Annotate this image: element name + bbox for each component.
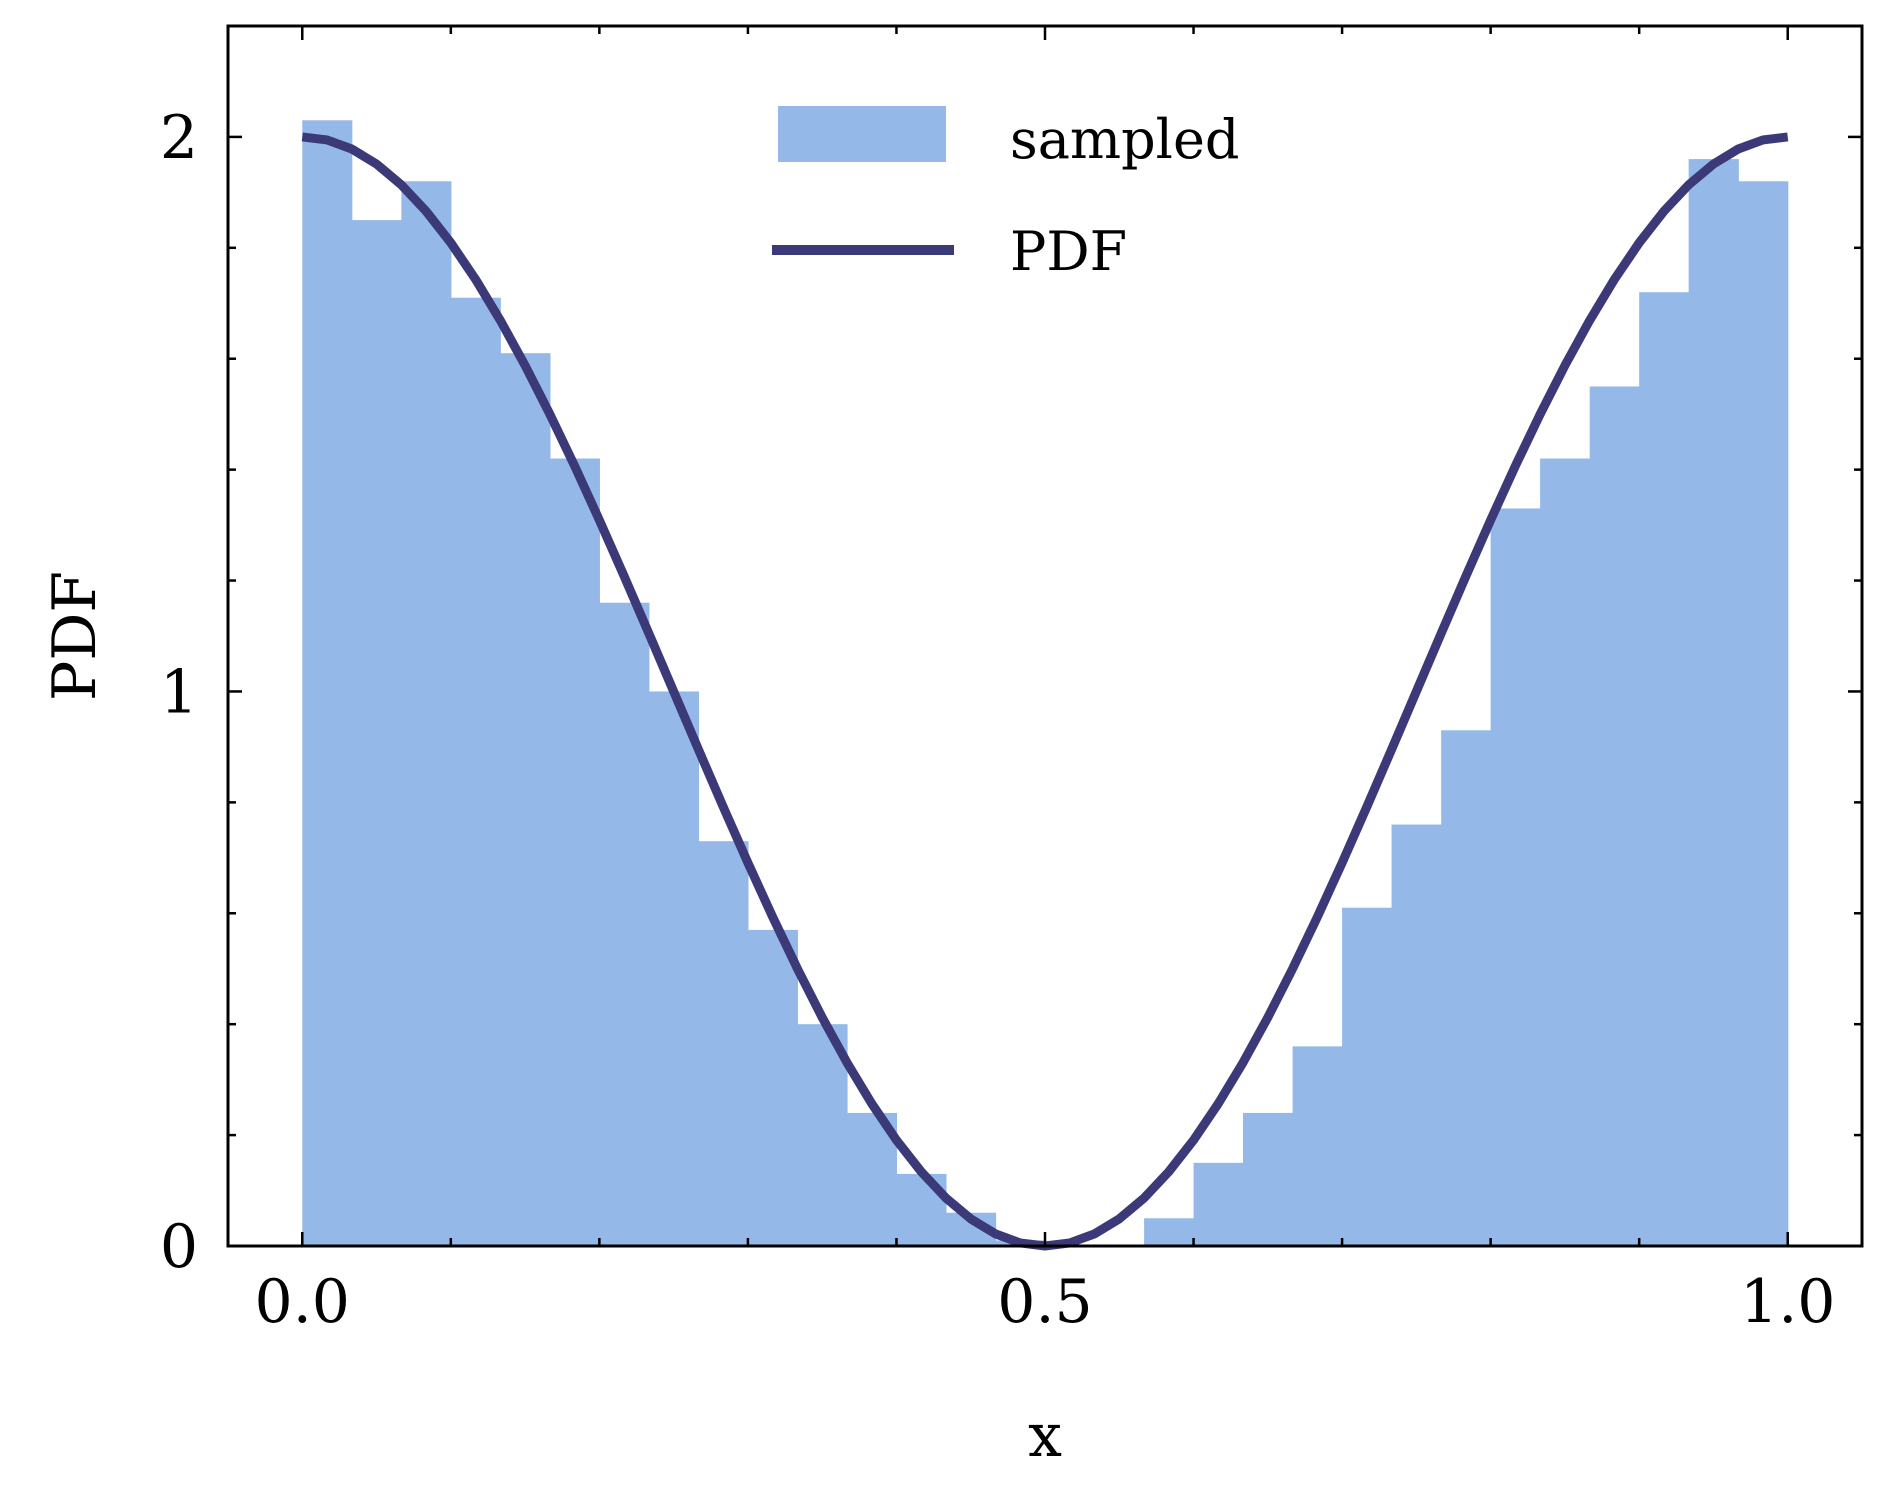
histogram-bar [401,181,452,1247]
histogram-bar [500,353,551,1246]
histogram-bar [1441,730,1492,1246]
histogram-bar [351,220,402,1246]
y-tick-label: 0 [160,1212,198,1282]
histogram-bar [1292,1046,1343,1246]
legend: sampled PDF [772,106,1239,283]
histogram-bar [302,120,353,1247]
histogram-bar [797,1024,848,1246]
legend-sampled-label: sampled [1010,108,1239,171]
tick-labels: 0.0 0.5 1.0 0 1 2 [160,103,1836,1337]
histogram-bar [698,841,749,1246]
histogram-bar [1540,458,1591,1247]
histogram-bar [1342,907,1393,1246]
histogram-bar [747,929,798,1246]
y-tick-label: 1 [160,657,198,727]
histogram-bars [302,120,1789,1247]
y-axis-label: PDF [40,571,110,701]
legend-sampled-swatch [778,106,946,162]
legend-pdf-label: PDF [1010,220,1127,283]
histogram-bar [1589,386,1640,1246]
x-axis-label: x [1028,1401,1062,1471]
histogram-bar [1243,1112,1294,1246]
histogram-bar [648,691,700,1246]
y-tick-label: 2 [160,103,198,173]
histogram-bar [549,458,600,1247]
histogram-bar [1391,824,1442,1246]
histogram-bar [1639,292,1690,1246]
x-tick-label: 0.0 [255,1267,350,1337]
histogram-bar [1738,181,1789,1247]
histogram-bar [1193,1162,1244,1246]
histogram-bar [1490,508,1541,1246]
histogram-bar [1144,1218,1195,1246]
histogram-bar [1688,159,1739,1246]
x-tick-label: 0.5 [997,1267,1092,1337]
histogram-bar [599,602,650,1246]
histogram-bar [450,297,501,1246]
axis-ticks [228,26,1862,1248]
x-tick-label: 1.0 [1740,1267,1835,1337]
